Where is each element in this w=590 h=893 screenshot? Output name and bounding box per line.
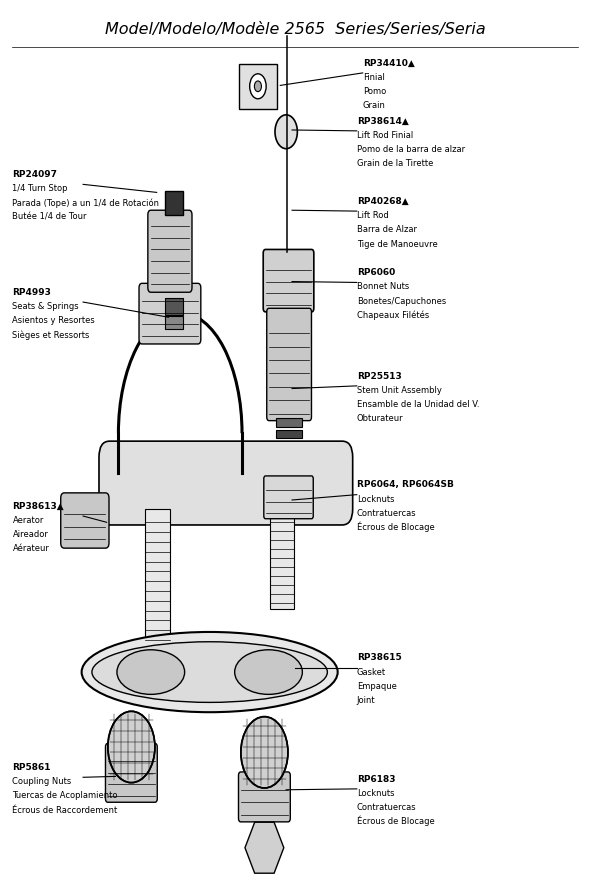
Text: RP40268▲: RP40268▲ (357, 196, 408, 205)
Text: Grain: Grain (363, 102, 386, 111)
Text: RP38613▲: RP38613▲ (12, 502, 64, 511)
Text: Écrous de Blocage: Écrous de Blocage (357, 522, 435, 532)
Bar (165, 298, 182, 314)
Bar (165, 191, 182, 214)
FancyBboxPatch shape (99, 441, 353, 525)
Text: Tige de Manoeuvre: Tige de Manoeuvre (357, 239, 438, 248)
Text: Écrous de Raccordement: Écrous de Raccordement (12, 805, 118, 814)
Text: Pomo: Pomo (363, 88, 386, 96)
Bar (270, 506, 294, 609)
Bar (276, 418, 302, 427)
Circle shape (250, 74, 266, 99)
Bar (165, 316, 182, 329)
Text: Écrous de Blocage: Écrous de Blocage (357, 816, 435, 826)
Text: RP5861: RP5861 (12, 763, 51, 772)
FancyBboxPatch shape (148, 210, 192, 292)
Text: RP38614▲: RP38614▲ (357, 116, 408, 126)
FancyBboxPatch shape (264, 476, 313, 519)
Circle shape (108, 712, 155, 782)
Text: Stem Unit Assembly: Stem Unit Assembly (357, 386, 442, 395)
Text: Model/Modelo/Modèle 2565  Series/Series/Seria: Model/Modelo/Modèle 2565 Series/Series/S… (104, 21, 486, 37)
Text: Aireador: Aireador (12, 530, 48, 539)
Text: RP25513: RP25513 (357, 371, 402, 380)
Text: Seats & Springs: Seats & Springs (12, 302, 79, 311)
Text: Bonnet Nuts: Bonnet Nuts (357, 282, 409, 291)
Text: RP24097: RP24097 (12, 170, 57, 179)
Text: Locknuts: Locknuts (357, 789, 394, 797)
FancyBboxPatch shape (267, 308, 312, 421)
Ellipse shape (235, 650, 302, 695)
Ellipse shape (81, 632, 337, 713)
Text: 1/4 Turn Stop: 1/4 Turn Stop (12, 184, 68, 193)
Text: RP6064, RP6064SB: RP6064, RP6064SB (357, 480, 454, 489)
Text: Finial: Finial (363, 73, 385, 82)
Text: Gasket: Gasket (357, 668, 386, 677)
Text: RP38615: RP38615 (357, 654, 402, 663)
Circle shape (241, 717, 288, 788)
Text: Obturateur: Obturateur (357, 414, 404, 423)
Ellipse shape (117, 650, 185, 695)
Text: Ensamble de la Unidad del V.: Ensamble de la Unidad del V. (357, 400, 479, 409)
FancyBboxPatch shape (263, 249, 314, 312)
Ellipse shape (92, 642, 327, 703)
Text: RP6060: RP6060 (357, 268, 395, 277)
FancyBboxPatch shape (61, 493, 109, 548)
FancyBboxPatch shape (238, 772, 290, 822)
Text: Parada (Tope) a un 1/4 de Rotación: Parada (Tope) a un 1/4 de Rotación (12, 198, 159, 207)
Text: Grain de la Tirette: Grain de la Tirette (357, 159, 433, 168)
Text: Lift Rod: Lift Rod (357, 211, 389, 220)
Text: Lift Rod Finial: Lift Rod Finial (357, 130, 413, 140)
Circle shape (275, 115, 297, 149)
Text: Contratuercas: Contratuercas (357, 509, 417, 518)
Text: Butée 1/4 de Tour: Butée 1/4 de Tour (12, 213, 87, 221)
Circle shape (254, 81, 261, 92)
Text: Contratuercas: Contratuercas (357, 803, 417, 812)
Text: Joint: Joint (357, 696, 375, 705)
Text: Pomo de la barra de alzar: Pomo de la barra de alzar (357, 145, 465, 154)
Bar (276, 430, 302, 438)
Text: RP6183: RP6183 (357, 774, 395, 783)
Text: Sièges et Ressorts: Sièges et Ressorts (12, 330, 90, 339)
Text: Asientos y Resortes: Asientos y Resortes (12, 316, 95, 325)
Text: RP4993: RP4993 (12, 288, 51, 296)
Text: Coupling Nuts: Coupling Nuts (12, 777, 72, 786)
Text: Barra de Alzar: Barra de Alzar (357, 225, 417, 234)
Bar (145, 509, 170, 647)
FancyBboxPatch shape (106, 743, 158, 802)
Text: Tuercas de Acoplamiento: Tuercas de Acoplamiento (12, 791, 118, 800)
Text: Locknuts: Locknuts (357, 495, 394, 504)
Text: Aérateur: Aérateur (12, 545, 50, 554)
Text: Bonetes/Capuchones: Bonetes/Capuchones (357, 296, 446, 305)
FancyBboxPatch shape (239, 64, 277, 109)
Text: Aerator: Aerator (12, 516, 44, 525)
FancyBboxPatch shape (139, 283, 201, 344)
Text: Chapeaux Filétés: Chapeaux Filétés (357, 311, 429, 320)
Text: Empaque: Empaque (357, 681, 396, 691)
Text: RP34410▲: RP34410▲ (363, 59, 414, 68)
